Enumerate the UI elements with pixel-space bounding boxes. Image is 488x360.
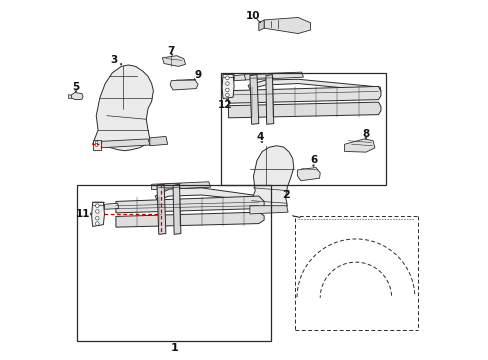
Polygon shape	[67, 94, 71, 98]
Text: 12: 12	[217, 100, 232, 110]
Polygon shape	[258, 20, 264, 31]
Polygon shape	[162, 56, 185, 66]
Polygon shape	[71, 93, 83, 100]
Text: 5: 5	[72, 82, 80, 92]
Polygon shape	[249, 146, 293, 212]
Text: 8: 8	[362, 129, 369, 139]
Polygon shape	[173, 184, 181, 234]
Polygon shape	[249, 206, 287, 214]
Circle shape	[225, 82, 229, 85]
Polygon shape	[157, 184, 165, 234]
Polygon shape	[249, 75, 258, 124]
Polygon shape	[149, 136, 167, 146]
Polygon shape	[234, 75, 245, 81]
Polygon shape	[155, 188, 264, 202]
Text: 10: 10	[245, 11, 260, 21]
Polygon shape	[100, 139, 149, 148]
Circle shape	[95, 204, 99, 207]
Circle shape	[95, 144, 98, 147]
Circle shape	[95, 222, 99, 225]
Text: 3: 3	[110, 55, 118, 65]
Polygon shape	[93, 140, 101, 150]
Polygon shape	[247, 79, 380, 91]
Polygon shape	[93, 65, 153, 151]
Polygon shape	[297, 167, 320, 181]
Circle shape	[95, 216, 99, 220]
Polygon shape	[91, 202, 104, 226]
Text: 6: 6	[310, 156, 317, 165]
Polygon shape	[244, 72, 303, 80]
Circle shape	[225, 76, 229, 80]
Circle shape	[95, 141, 98, 144]
Polygon shape	[170, 79, 198, 90]
Polygon shape	[104, 203, 119, 209]
Circle shape	[225, 88, 229, 92]
Polygon shape	[264, 18, 310, 33]
Polygon shape	[228, 102, 380, 118]
Bar	[77, 185, 271, 341]
Text: 4: 4	[256, 132, 264, 142]
Polygon shape	[228, 86, 380, 103]
Text: 2: 2	[281, 190, 289, 200]
Text: 11: 11	[76, 209, 90, 219]
Bar	[221, 73, 385, 185]
Text: 9: 9	[194, 70, 201, 80]
Polygon shape	[116, 212, 264, 227]
Polygon shape	[344, 139, 374, 152]
Text: 7: 7	[167, 46, 175, 57]
Text: 1: 1	[171, 343, 178, 353]
Polygon shape	[222, 74, 234, 99]
Polygon shape	[151, 182, 210, 190]
Circle shape	[225, 93, 229, 97]
Circle shape	[95, 210, 99, 213]
Polygon shape	[116, 196, 264, 213]
Polygon shape	[265, 75, 273, 124]
